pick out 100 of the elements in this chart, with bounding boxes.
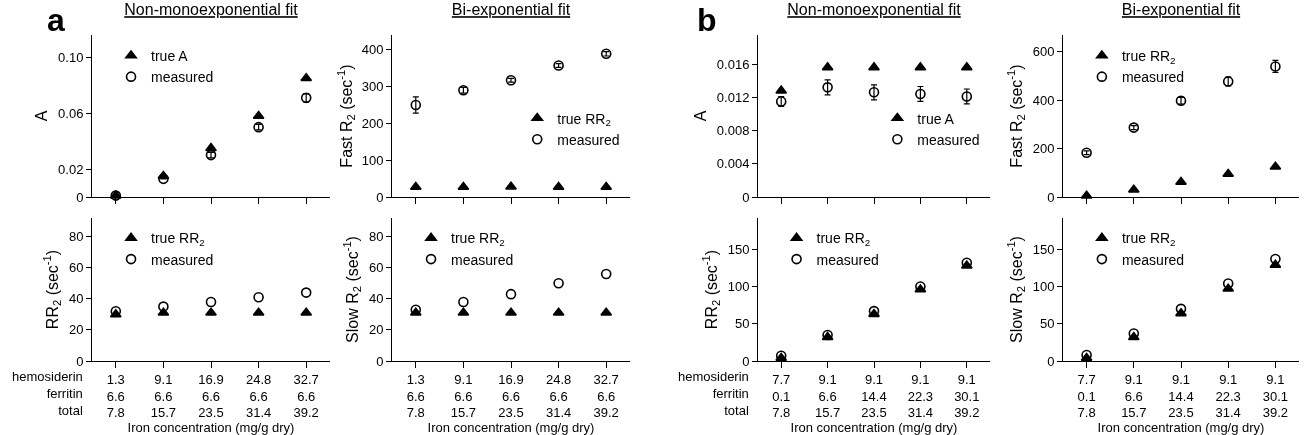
x-tick-label: 24.8 6.6 31.4	[545, 371, 572, 421]
y-tick-label: 400	[1032, 92, 1055, 108]
text: hemosiderin ferritin total	[12, 369, 83, 418]
y-tick-label: 0	[1047, 353, 1055, 369]
y-tick-label: 60	[68, 260, 84, 276]
y-tick-label: 0.008	[716, 123, 750, 139]
point	[552, 181, 565, 191]
legend-label: measured	[1121, 251, 1185, 268]
y-tick-label: 150	[1032, 241, 1055, 257]
y-tick-label: 0	[1047, 189, 1055, 205]
point	[505, 307, 517, 316]
y-tick-label: 40	[68, 291, 84, 307]
point	[205, 142, 217, 152]
x-axis-title: Iron concentration (mg/g dry)	[427, 420, 595, 435]
x-tick-label: 1.3 6.6 7.8	[406, 371, 425, 421]
y-tick-label: 50	[1039, 316, 1055, 332]
legend-label: true RR$_{2}$	[451, 230, 505, 249]
y-tick-label: 80	[368, 229, 384, 245]
legend-label: measured	[557, 131, 620, 148]
legend-label: measured	[1121, 69, 1185, 86]
x-tick-label: 32.7 6.6 39.2	[593, 371, 619, 421]
x-tick-label: 9.1 30.1 39.2	[954, 371, 980, 421]
point	[252, 110, 265, 120]
x-axis-title: Iron concentration (mg/g dry)	[1097, 420, 1265, 435]
point	[300, 72, 313, 82]
point	[158, 173, 169, 185]
x-tick-label: 9.1 22.3 31.4	[1215, 371, 1241, 421]
point	[600, 268, 612, 280]
point	[158, 301, 169, 312]
legend-label: true RR$_{2}$	[816, 230, 871, 249]
point	[553, 277, 564, 289]
x-tick-label: 9.1 6.6 15.7	[1121, 371, 1147, 421]
y-tick-label: 0.004	[716, 156, 750, 172]
point	[253, 291, 264, 303]
x-tick-label: 9.1 14.4 23.5	[861, 371, 887, 421]
x-tick-label: 32.7 6.6 39.2	[293, 371, 319, 421]
point	[1175, 176, 1187, 186]
legend-label: measured	[451, 251, 514, 268]
point	[505, 181, 517, 190]
point	[409, 181, 422, 191]
x-axis-title: Iron concentration (mg/g dry)	[790, 420, 958, 435]
y-tick-label: 50	[734, 316, 750, 332]
chart-title: Non-monoexponential fit	[124, 1, 299, 19]
y-tick-label: 20	[368, 322, 384, 338]
x-tick-label: 7.7 0.1 7.8	[1077, 371, 1096, 421]
legend-label: measured	[917, 131, 980, 148]
point	[868, 62, 880, 71]
y-tick-label: 20	[68, 322, 84, 338]
point	[505, 288, 517, 300]
y-tick-label: 300	[361, 79, 384, 95]
x-tick-label: 9.1 6.6 15.7	[450, 371, 477, 421]
x-tick-label: 1.3 6.6 7.8	[106, 371, 125, 421]
y-tick-label: 0	[76, 353, 84, 369]
y-tick-label: 0	[742, 189, 750, 205]
point	[300, 287, 312, 298]
chart-title: Bi-exponential fit	[1121, 1, 1241, 19]
x-tick-label: 16.9 6.6 23.5	[198, 371, 224, 421]
x-tick-label: 9.1 6.6 15.7	[150, 371, 177, 421]
point	[457, 181, 470, 191]
y-tick-label: 100	[1032, 279, 1055, 295]
y-tick-label: 0.016	[716, 56, 750, 72]
y-tick-label: 80	[68, 229, 84, 245]
x-tick-label: 9.1 6.6 15.7	[814, 371, 841, 421]
legend-label: measured	[151, 251, 214, 268]
x-tick-label: 16.9 6.6 23.5	[498, 371, 524, 421]
y-tick-label: 100	[727, 279, 750, 295]
x-tick-label: 24.8 6.6 31.4	[245, 371, 272, 421]
text: a	[47, 2, 65, 38]
legend-label: true A	[151, 47, 189, 64]
y-axis-title: A	[691, 110, 709, 122]
legend-label: true RR$_{2}$	[151, 230, 205, 249]
x-tick-label: 9.1 30.1 39.2	[1262, 371, 1289, 421]
y-tick-label: 400	[361, 42, 384, 58]
y-tick-label: 0	[376, 189, 384, 205]
chart-title: Non-monoexponential fit	[787, 1, 962, 19]
x-tick-label: 7.7 0.1 7.8	[772, 371, 791, 421]
y-tick-label: 200	[361, 115, 384, 131]
chart-title: Bi-exponential fit	[451, 1, 571, 19]
text: hemosiderin ferritin total	[678, 369, 749, 418]
point	[205, 307, 217, 316]
legend-label: true A	[917, 110, 955, 127]
y-tick-label: 0.06	[58, 105, 84, 121]
y-tick-label: 200	[1032, 141, 1055, 157]
y-tick-label: 0.012	[716, 89, 750, 105]
y-tick-label: 600	[1032, 44, 1055, 60]
point	[458, 296, 469, 308]
point	[600, 181, 613, 191]
y-tick-label: 40	[368, 291, 384, 307]
y-tick-label: 0	[742, 353, 750, 369]
y-tick-label: 0	[376, 353, 384, 369]
legend-label: measured	[151, 69, 214, 86]
point	[1222, 168, 1235, 178]
y-tick-label: 60	[368, 260, 384, 276]
legend-label: measured	[816, 251, 879, 268]
legend-label: true RR$_{2}$	[1121, 47, 1176, 66]
y-tick-label: 150	[727, 241, 750, 257]
point	[1270, 253, 1281, 265]
point	[1222, 278, 1234, 289]
x-tick-label: 9.1 14.4 23.5	[1168, 371, 1194, 421]
point	[205, 296, 217, 308]
